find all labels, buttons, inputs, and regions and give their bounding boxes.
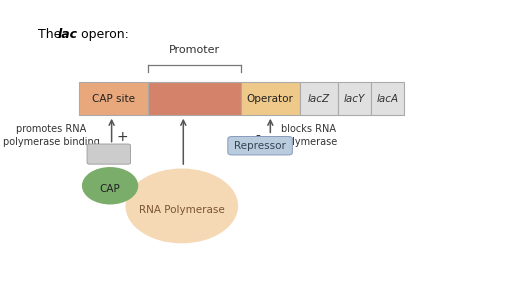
Text: +: + (116, 130, 127, 144)
Text: blocks RNA
polymerase: blocks RNA polymerase (281, 124, 338, 147)
Text: lacA: lacA (377, 94, 399, 104)
Text: -: - (255, 130, 261, 144)
Text: lacZ: lacZ (308, 94, 330, 104)
Bar (241, 82, 300, 115)
Bar (300, 82, 338, 115)
Bar (79, 82, 148, 115)
Text: CAP site: CAP site (93, 94, 135, 104)
Bar (148, 82, 241, 115)
Bar (371, 82, 404, 115)
Bar (338, 82, 371, 115)
Ellipse shape (82, 167, 138, 204)
Text: CAP: CAP (100, 184, 120, 194)
Text: Operator: Operator (247, 94, 293, 104)
Text: promotes RNA
polymerase binding: promotes RNA polymerase binding (3, 124, 100, 147)
Text: Promoter: Promoter (169, 45, 220, 55)
Text: Repressor: Repressor (234, 141, 286, 151)
Text: RNA Polymerase: RNA Polymerase (139, 205, 225, 215)
Text: operon:: operon: (77, 28, 129, 41)
Text: lacY: lacY (344, 94, 365, 104)
Text: The: The (38, 28, 66, 41)
FancyBboxPatch shape (228, 137, 292, 155)
FancyBboxPatch shape (87, 144, 131, 164)
Text: lac: lac (58, 28, 78, 41)
Ellipse shape (125, 168, 238, 243)
